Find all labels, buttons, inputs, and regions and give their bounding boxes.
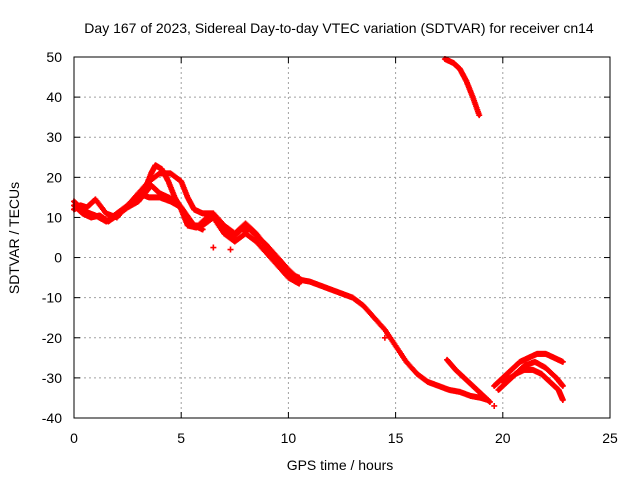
y-tick-label: -10 — [42, 290, 62, 306]
data-point — [227, 246, 234, 253]
data-point — [381, 334, 388, 341]
x-tick-label: 5 — [177, 430, 185, 446]
data-point — [296, 274, 303, 281]
y-axis-label: SDTVAR / TECUs — [6, 182, 22, 294]
y-tick-label: 50 — [46, 49, 62, 65]
data-point — [486, 398, 493, 405]
x-tick-label: 25 — [602, 430, 618, 446]
y-tick-label: -40 — [42, 410, 62, 426]
series-track-h — [499, 358, 566, 389]
x-tick-label: 20 — [495, 430, 511, 446]
x-axis-label: GPS time / hours — [287, 457, 394, 473]
data-point — [559, 396, 566, 403]
axis-ticks: 0 5 10 15 20 25 -40 -30 -20 -10 0 10 20 30 40 50 — [42, 49, 618, 446]
data-point — [491, 402, 498, 409]
y-tick-label: 30 — [46, 129, 62, 145]
data-point — [486, 398, 493, 405]
data-point — [210, 244, 217, 251]
data-point — [559, 358, 566, 365]
data-point — [559, 382, 566, 389]
series-track-d — [135, 190, 206, 233]
grid-lines — [74, 57, 610, 418]
y-tick-label: 0 — [54, 250, 62, 266]
x-tick-label: 0 — [70, 430, 78, 446]
y-tick-label: 20 — [46, 169, 62, 185]
chart-title: Day 167 of 2023, Sidereal Day-to-day VTE… — [84, 20, 594, 36]
series-track-f — [491, 350, 566, 389]
series-track-e — [444, 356, 493, 405]
series-track-c — [71, 170, 303, 281]
series-outliers — [210, 244, 498, 409]
data-point — [296, 280, 303, 287]
y-tick-label: 10 — [46, 209, 62, 225]
data-points — [71, 56, 566, 409]
data-point — [476, 112, 483, 119]
y-tick-label: 40 — [46, 89, 62, 105]
data-point — [199, 226, 206, 233]
y-tick-label: -30 — [42, 370, 62, 386]
y-tick-label: -20 — [42, 330, 62, 346]
series-track-i — [441, 56, 483, 119]
plot-frame — [73, 56, 611, 419]
x-tick-label: 15 — [388, 430, 404, 446]
x-tick-label: 10 — [281, 430, 297, 446]
